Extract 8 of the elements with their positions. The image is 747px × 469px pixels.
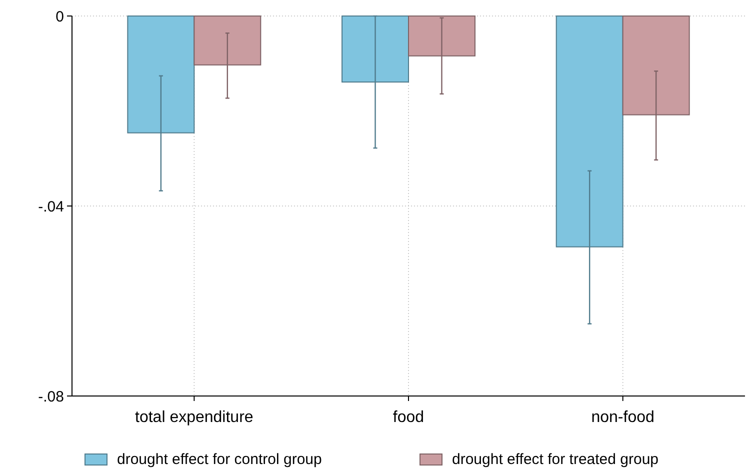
legend-label: drought effect for treated group [452, 451, 659, 468]
x-tick-label: food [392, 409, 424, 426]
legend-label: drought effect for control group [117, 451, 322, 468]
y-tick-label: 0 [56, 8, 64, 26]
x-tick-label: non-food [591, 409, 654, 426]
x-tick-label: total expenditure [135, 409, 254, 426]
y-tick-label: -.08 [38, 388, 64, 406]
y-tick-label: -.04 [38, 198, 64, 216]
